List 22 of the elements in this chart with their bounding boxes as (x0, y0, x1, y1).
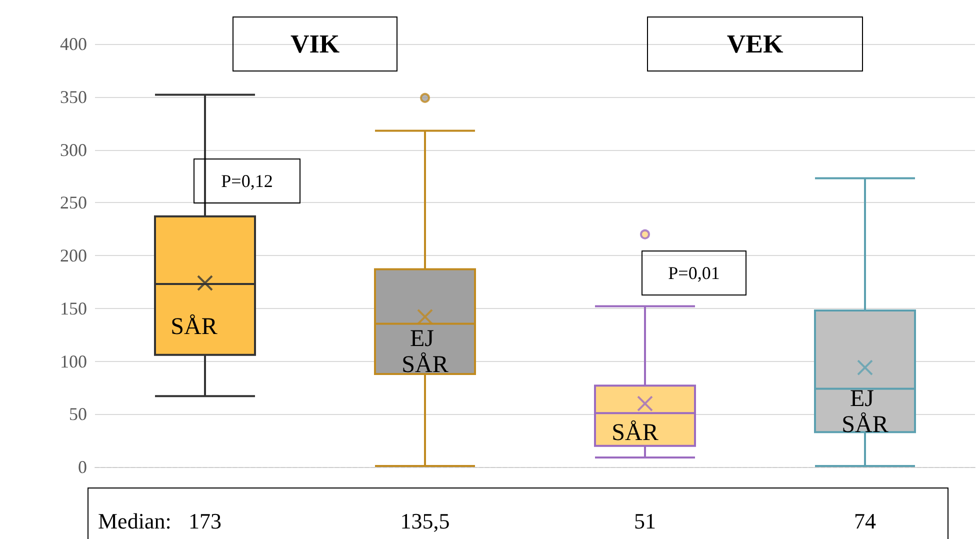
text: Median: (98, 508, 172, 534)
y-tick-label: 50 (69, 404, 87, 424)
annotation: P=0,01 (668, 263, 720, 283)
y-tick-label: 250 (60, 192, 87, 213)
text: 135,5 (400, 508, 450, 534)
text: 74 (854, 508, 876, 534)
y-tick-label: 150 (60, 298, 87, 318)
annotation: SÅR (170, 314, 218, 340)
annotation: VEK (726, 30, 784, 58)
text: 51 (634, 508, 656, 534)
y-tick-label: 0 (78, 457, 87, 477)
annotation: VIK (290, 30, 340, 58)
annotation: EJ SÅR (842, 386, 888, 438)
annotation: EJ SÅR (402, 326, 448, 378)
y-tick-label: 300 (60, 140, 87, 160)
y-tick-label: 100 (60, 351, 87, 372)
y-tick-label: 200 (60, 246, 87, 266)
text: 173 (188, 508, 222, 534)
annotation: P=0,12 (221, 171, 273, 191)
y-tick-label: 400 (60, 34, 87, 54)
annotation: SÅR (612, 420, 658, 446)
y-tick-label: 350 (60, 86, 87, 107)
